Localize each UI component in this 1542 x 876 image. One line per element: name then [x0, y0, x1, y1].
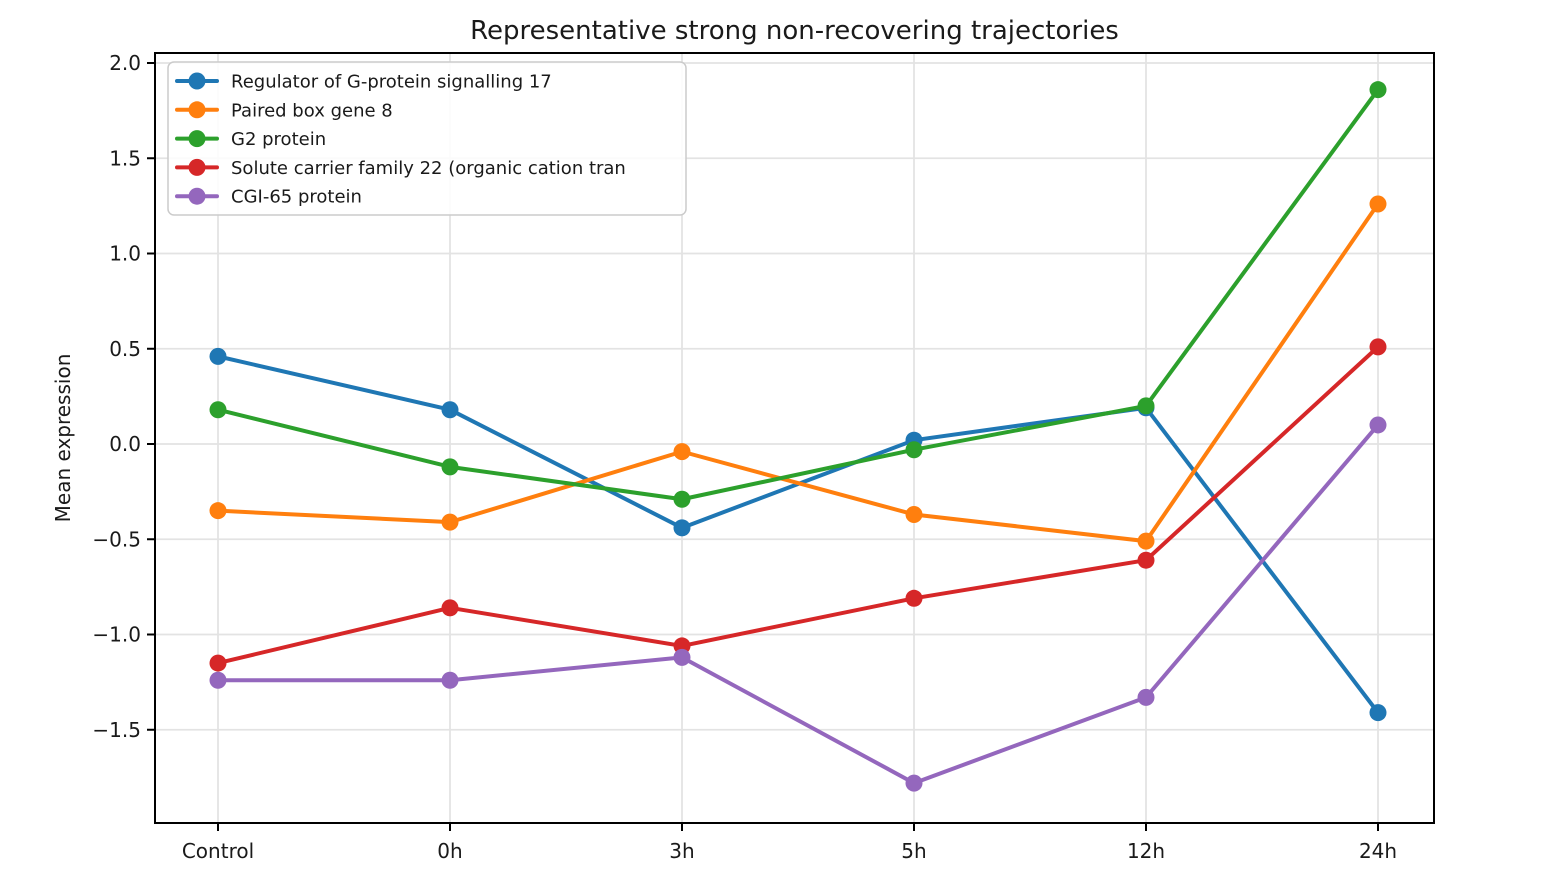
y-tick-label: −1.0 [92, 623, 141, 647]
data-point [209, 502, 227, 520]
y-axis: 2.0 1.5 1.0 0.5 0.0 −0.5 −1.0 −1.5 [92, 51, 155, 742]
series-line [216, 87, 1380, 502]
y-axis-label: Mean expression [51, 354, 75, 523]
data-point [1137, 532, 1155, 550]
chart-title: Representative strong non-recovering tra… [470, 16, 1119, 46]
y-tick-label: 1.0 [109, 242, 141, 266]
legend-item-label: Regulator of G-protein signalling 17 [231, 72, 552, 93]
axes-box [154, 52, 1435, 824]
y-tick-label: 0.0 [109, 432, 141, 456]
data-point [209, 347, 227, 365]
series-1 [209, 347, 1387, 722]
data-point [209, 401, 227, 419]
x-tick-label: 3h [669, 839, 694, 863]
legend-box [167, 61, 687, 216]
legend-sample-marker [188, 158, 206, 176]
legend-sample-marker [188, 72, 206, 90]
data-point [673, 443, 691, 461]
y-tick-label: −1.5 [92, 718, 141, 742]
y-tick-label: −0.5 [92, 527, 141, 551]
data-point [441, 458, 459, 476]
data-point [1137, 551, 1155, 569]
data-point [1369, 338, 1387, 356]
series-2 [209, 195, 1387, 550]
x-tick-label: 24h [1359, 839, 1397, 863]
legend-item-label: CGI-65 protein [231, 187, 362, 208]
data-point [209, 654, 227, 672]
x-tick-label: Control [182, 839, 254, 863]
data-point [905, 774, 923, 792]
series-line [216, 354, 1380, 715]
data-point [1369, 81, 1387, 99]
data-point [905, 589, 923, 607]
x-tick-label: 12h [1127, 839, 1165, 863]
data-point [441, 671, 459, 689]
legend-item-label: G2 protein [231, 129, 326, 150]
series-line [216, 422, 1380, 786]
x-tick-label: 0h [437, 839, 462, 863]
data-point [673, 490, 691, 508]
data-point [1369, 704, 1387, 722]
data-point [1369, 416, 1387, 434]
data-point [441, 599, 459, 617]
data-point [1137, 397, 1155, 415]
series-3 [209, 81, 1387, 508]
data-point [441, 513, 459, 531]
series-line [216, 344, 1380, 666]
legend-sample-marker [188, 101, 206, 119]
legend-sample-marker [188, 187, 206, 205]
data-point [441, 401, 459, 419]
data-point [905, 441, 923, 459]
legend-item-label: Solute carrier family 22 (organic cation… [231, 158, 626, 179]
series-5 [209, 416, 1387, 792]
y-tick-label: 2.0 [109, 51, 141, 75]
y-tick-label: 1.5 [109, 146, 141, 170]
data-point [1137, 688, 1155, 706]
y-tick-label: 0.5 [109, 337, 141, 361]
legend: Regulator of G-protein signalling 17 Pair… [167, 61, 687, 216]
data-point [673, 648, 691, 666]
data-point [209, 671, 227, 689]
x-axis: Control 0h 3h 5h 12h 24h [182, 823, 1397, 863]
legend-item-label: Paired box gene 8 [231, 100, 393, 121]
x-tick-label: 5h [901, 839, 926, 863]
data-point [1369, 195, 1387, 213]
data-point [673, 519, 691, 537]
grid [155, 53, 1434, 823]
legend-sample-marker [188, 130, 206, 148]
data-point [905, 505, 923, 523]
series-line [216, 201, 1380, 544]
